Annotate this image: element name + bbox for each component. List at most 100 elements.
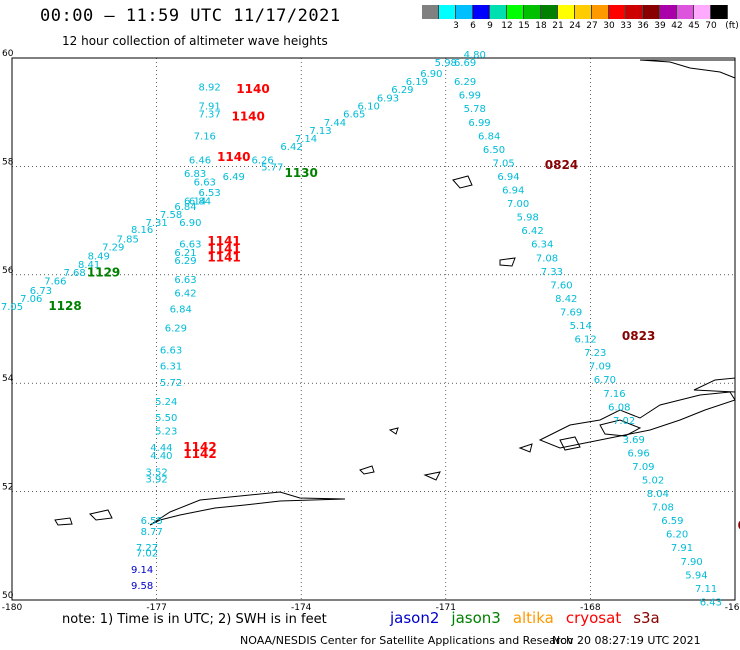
- wave-height-label: 6.42: [521, 226, 543, 237]
- wave-height-label: 6.29: [391, 85, 413, 96]
- wave-height-label: 7.14: [295, 134, 317, 145]
- footnote: note: 1) Time is in UTC; 2) SWH is in fe…: [62, 612, 327, 627]
- wave-height-label: 6.42: [174, 288, 196, 299]
- coastline: [518, 443, 533, 453]
- coastline: [89, 509, 113, 521]
- wave-height-label: 6.63: [179, 240, 201, 251]
- wave-height-label: 6.96: [627, 448, 649, 459]
- wave-height-label: 7.23: [584, 348, 606, 359]
- wave-height-label: 6.20: [666, 530, 688, 541]
- wave-height-label: 6.73: [30, 286, 52, 297]
- legend-swatch: [541, 5, 558, 19]
- lon-tick-label: -180: [2, 603, 23, 610]
- legend-tick-label: 21: [552, 21, 564, 31]
- wave-height-map: 60 58 56 54 52 50 -180 -177 -174 -171 -168 -165 7.05…: [1, 49, 740, 610]
- wave-height-label: 8.77: [141, 527, 163, 538]
- wave-height-label: 7.02: [613, 416, 635, 427]
- legend-swatch: [422, 5, 439, 19]
- satellite-legend-jason2: jason2: [390, 609, 440, 627]
- legend-tick-label: 12: [501, 21, 513, 31]
- legend-tick-label: 9: [487, 21, 493, 31]
- lat-tick-label: 58: [2, 157, 14, 167]
- wave-height-label: 7.16: [603, 389, 625, 400]
- satellite-legend-cryosat: cryosat: [565, 609, 622, 627]
- lat-tick-label: 56: [2, 266, 14, 276]
- pass-time-label: 1128: [48, 299, 81, 313]
- wave-height-label: 7.69: [560, 307, 582, 318]
- wave-height-label: 7.44: [324, 118, 346, 129]
- pass-time-label: 1142: [183, 447, 216, 461]
- legend-tick-label: 27: [586, 21, 598, 31]
- legend-tick-label: 36: [637, 21, 649, 31]
- pass-time-label: 1141: [207, 242, 240, 256]
- coastline: [359, 465, 375, 475]
- legend-swatch: [677, 5, 694, 19]
- wave-height-label: 7.66: [44, 277, 66, 288]
- legend-swatch: [456, 5, 473, 19]
- wave-height-label: 8.04: [647, 489, 669, 500]
- wave-height-label: 6.63: [160, 345, 182, 356]
- legend-unit: (ft): [725, 21, 739, 31]
- legend-tick-label: 33: [620, 21, 632, 31]
- wave-height-label: 5.98: [435, 58, 457, 69]
- lat-tick-label: 54: [2, 374, 14, 384]
- lat-tick-label: 60: [2, 49, 14, 59]
- wave-height-label: 6.12: [574, 335, 596, 346]
- lon-tick-label: -165: [725, 603, 740, 610]
- credit-line: NOAA/NESDIS Center for Satellite Applica…: [240, 634, 574, 647]
- wave-height-label: 6.46: [189, 156, 211, 167]
- coastline: [423, 471, 441, 481]
- coastline: [559, 436, 581, 451]
- pass-time-label: 1129: [87, 265, 120, 279]
- wave-height-label: 3.92: [145, 474, 167, 485]
- color-legend: [422, 5, 728, 19]
- wave-height-label: 5.02: [642, 475, 664, 486]
- coastline: [452, 175, 473, 189]
- wave-height-label: 5.50: [155, 413, 177, 424]
- generated-timestamp: Nov 20 08:27:19 UTC 2021: [552, 634, 701, 647]
- wave-height-label: 6.50: [483, 145, 505, 156]
- coastline: [54, 517, 73, 526]
- wave-height-label: 8.16: [131, 225, 153, 236]
- pass-time-label: 1130: [284, 166, 317, 180]
- map-frame: [11, 57, 736, 601]
- pass-time-label: 1142: [183, 440, 216, 454]
- wave-height-label: 7.60: [550, 280, 572, 291]
- wave-height-label: 6.99: [459, 91, 481, 102]
- wave-height-label: 7.68: [64, 268, 86, 279]
- wave-height-label: 7.37: [198, 110, 220, 121]
- wave-height-label: 6.84: [478, 131, 500, 142]
- wave-height-label: 3.52: [145, 467, 167, 478]
- wave-height-label: 6.70: [594, 375, 616, 386]
- legend-tick-label: 15: [518, 21, 530, 31]
- wave-height-label: 6.63: [194, 177, 216, 188]
- lat-tick-label: 50: [2, 591, 14, 601]
- pass-time-label: 1141: [207, 234, 240, 248]
- coastline: [499, 257, 516, 267]
- legend-tick-label: 3: [453, 21, 459, 31]
- wave-height-label: 7.11: [695, 584, 717, 595]
- wave-height-label: 5.24: [155, 397, 177, 408]
- wave-height-label: 6.42: [280, 142, 302, 153]
- wave-height-label: 6.84: [170, 305, 192, 316]
- map-title: 00:00 — 11:59 UTC 11/17/2021: [40, 6, 341, 26]
- wave-height-label: 7.58: [160, 210, 182, 221]
- pass-time-label: 1140: [231, 109, 264, 123]
- lon-tick-label: -177: [146, 603, 166, 610]
- pass-time-label: 0823: [622, 329, 655, 343]
- lon-tick-label: -171: [436, 603, 456, 610]
- satellite-legend-jason3: jason3: [451, 609, 501, 627]
- wave-height-label: 6.31: [160, 362, 182, 373]
- wave-height-label: 7.05: [493, 158, 515, 169]
- legend-swatch: [643, 5, 660, 19]
- wave-height-label: 5.77: [261, 163, 283, 174]
- legend-swatch: [694, 5, 711, 19]
- coastline: [149, 491, 346, 526]
- satellite-legend-altika: altika: [512, 609, 554, 627]
- pass-time-label: 0824: [545, 158, 578, 172]
- lon-tick-label: -174: [291, 603, 312, 610]
- legend-swatch: [473, 5, 490, 19]
- wave-height-label: 6.29: [165, 324, 187, 335]
- wave-height-label: 6.63: [174, 275, 196, 286]
- wave-height-label: 6.49: [223, 172, 245, 183]
